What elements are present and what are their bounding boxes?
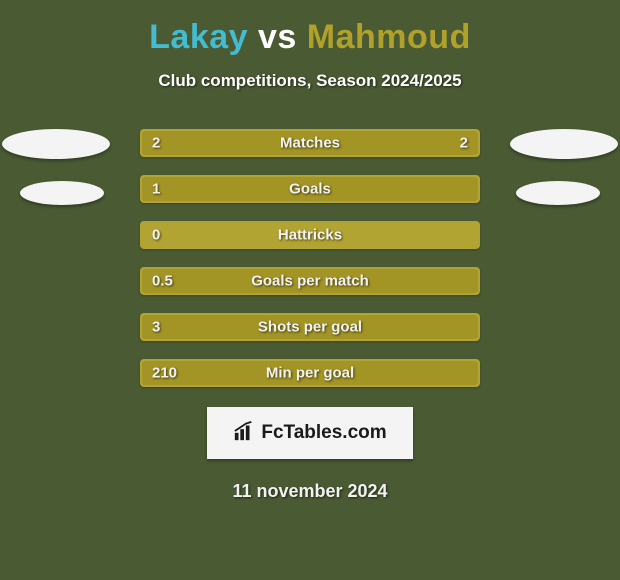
stat-rows: 2Matches2 1Goals 0Hattricks 0.5Goals per ma… [140,129,480,387]
player2-flag-oval [516,181,600,205]
stat-label: Shots per goal [140,319,480,336]
stats-body: 2Matches2 1Goals 0Hattricks 0.5Goals per ma… [8,129,612,502]
stat-label: Goals per match [140,273,480,290]
player1-flag-oval [20,181,104,205]
stat-row: 1Goals [140,175,480,203]
brand-text: FcTables.com [261,422,386,444]
stat-right-value: 2 [460,135,468,152]
comparison-title: Lakay vs Mahmoud [8,18,612,57]
stat-row: 0.5Goals per match [140,267,480,295]
stat-row: 210Min per goal [140,359,480,387]
vs-separator: vs [258,18,297,56]
stat-label: Matches [140,135,480,152]
stat-label: Min per goal [140,365,480,382]
stat-row: 2Matches2 [140,129,480,157]
player2-badge-oval [510,129,618,159]
brand-badge: FcTables.com [207,407,413,459]
stat-label: Goals [140,181,480,198]
player1-name: Lakay [149,18,248,56]
stat-row: 0Hattricks [140,221,480,249]
stat-label: Hattricks [140,227,480,244]
player1-badge-oval [2,129,110,159]
brand-icon [233,420,255,447]
player2-name: Mahmoud [307,18,471,56]
competition-subtitle: Club competitions, Season 2024/2025 [8,71,612,91]
infographic-container: Lakay vs Mahmoud Club competitions, Seas… [0,0,620,580]
date-label: 11 november 2024 [8,481,612,502]
stat-row: 3Shots per goal [140,313,480,341]
